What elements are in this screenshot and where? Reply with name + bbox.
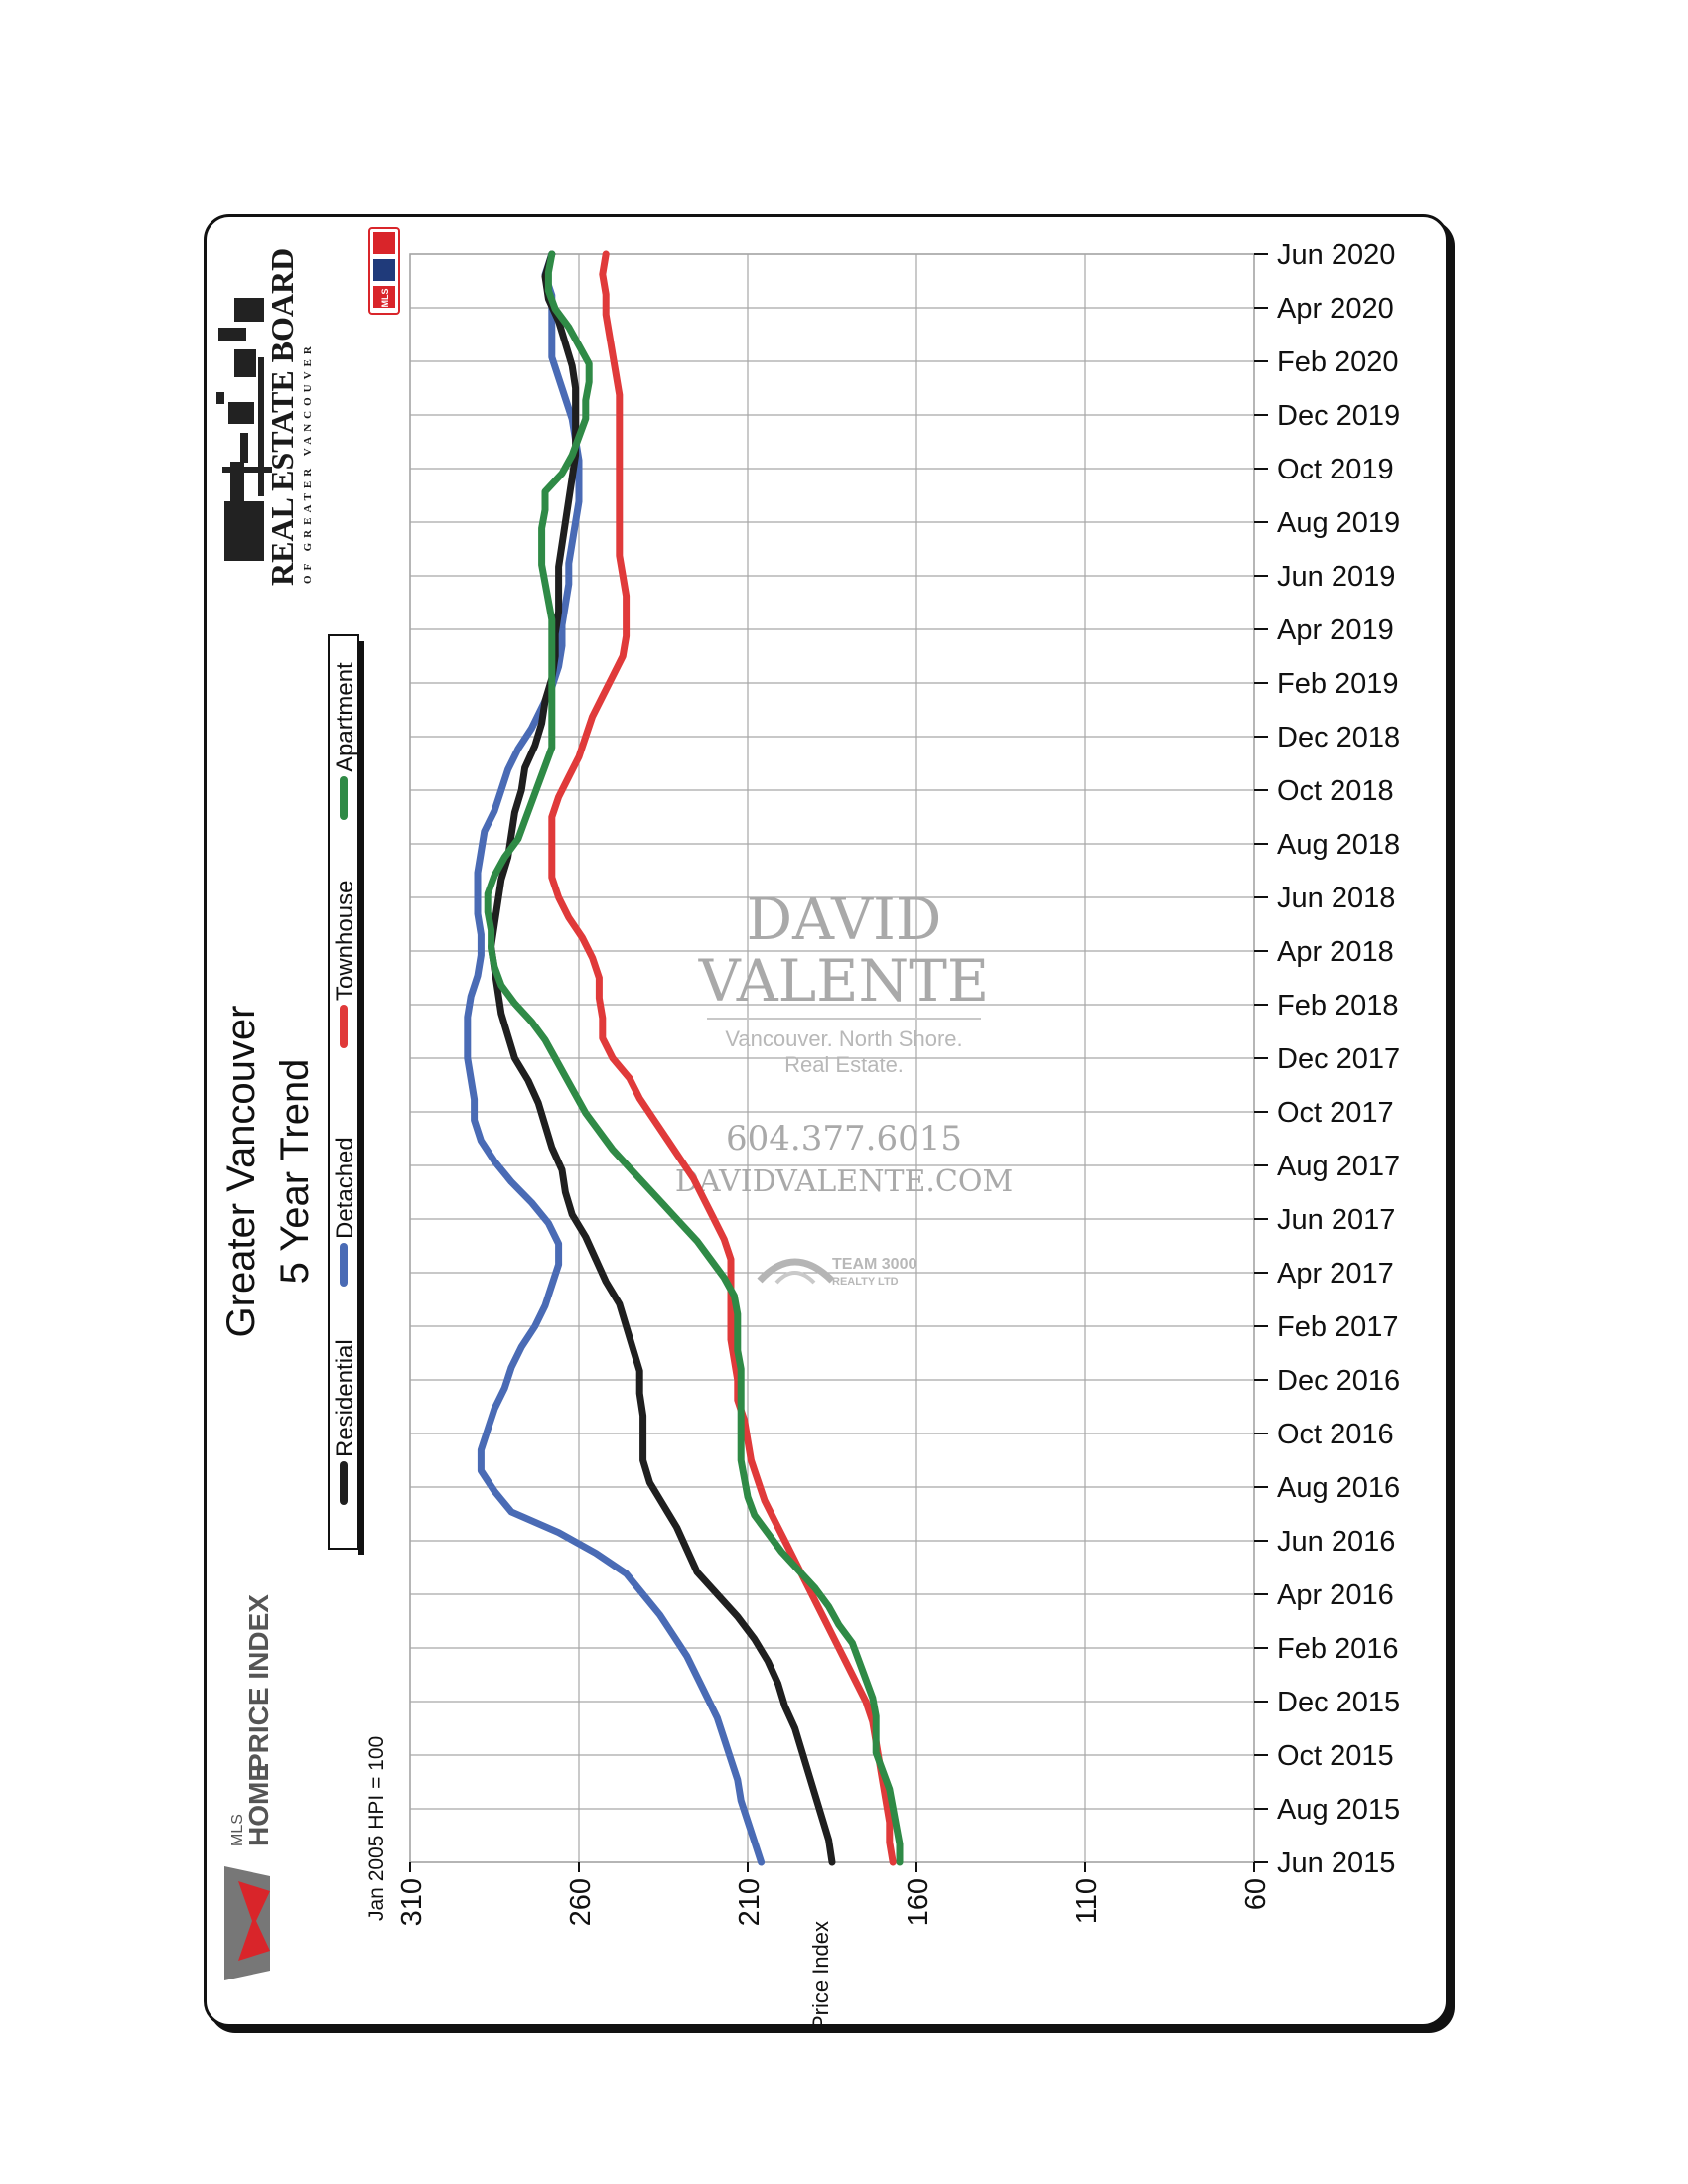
mls-hpi-logo: MLS HOME PRICE INDEX [224,1594,274,1980]
hpi-mls-label: MLS [229,1814,246,1846]
series-line-townhouse [548,250,897,1866]
chart-card [204,214,1449,2027]
y-axis-label-price: Price Index [808,1921,833,2030]
date-tick-label: Apr 2019 [1277,614,1394,646]
hpi-home-label: HOME [243,1763,274,1846]
date-tick-label: Jun 2019 [1277,561,1395,593]
series-line-residential [488,250,836,1866]
series-line-apartment [484,250,904,1866]
date-tick-label: Dec 2017 [1277,1043,1400,1075]
watermark-phone: 604.377.6015 [726,1119,962,1159]
series-lines [464,250,904,1866]
date-tick-label: Dec 2016 [1277,1365,1400,1397]
date-tick-label: Feb 2020 [1277,346,1399,378]
rebgv-subtitle: OF GREATER VANCOUVER [302,341,314,584]
hpi-baseline-note: Jan 2005 HPI = 100 [365,1736,388,1921]
date-tick-label: Dec 2015 [1277,1687,1400,1718]
legend-label-apartment: Apartment [332,662,358,772]
team-logo-line-1: TEAM 3000 [832,1256,916,1273]
date-tick-label: Oct 2016 [1277,1419,1394,1450]
date-tick-label: Oct 2018 [1277,775,1394,807]
date-tick-label: Feb 2016 [1277,1633,1399,1665]
date-tick-label: Aug 2019 [1277,507,1400,539]
date-tick-label: Dec 2019 [1277,400,1400,432]
value-tick-label: 110 [1071,1878,1103,1924]
team-logo-line-2: REALTY LTD [832,1276,899,1288]
mls-logo-icon: MLS [368,227,400,315]
title-line-1: Greater Vancouver [219,1006,263,1338]
value-tick-label: 210 [734,1878,766,1926]
team-3000-logo: TEAM 3000 REALTY LTD [757,1256,916,1288]
date-tick-label: Jun 2017 [1277,1204,1395,1236]
date-tick-label: Aug 2018 [1277,829,1400,861]
hpi-price-index-label: PRICE INDEX [243,1594,274,1772]
value-tick-label: 310 [396,1878,428,1926]
date-tick-label: Jun 2016 [1277,1526,1395,1558]
date-tick-label: Oct 2015 [1277,1740,1394,1772]
date-tick-label: Apr 2018 [1277,936,1394,968]
title-line-2: 5 Year Trend [273,1059,317,1285]
date-tick-label: Apr 2016 [1277,1579,1394,1611]
hpi-logo-icon [224,1866,270,1980]
date-tick-label: Feb 2018 [1277,990,1399,1022]
y-axis-ticks: 310 260 210 160 110 60 [396,1862,1272,1926]
watermark: DAVID VALENTE Vancouver. North Shore. Re… [675,886,1013,1288]
watermark-tagline-1: Vancouver. North Shore. [725,1026,962,1051]
value-tick-label: 60 [1240,1878,1272,1910]
series-line-detached [464,250,766,1866]
date-tick-label: Feb 2019 [1277,668,1399,700]
legend-label-detached: Detached [332,1137,358,1239]
value-tick-label: 160 [903,1878,934,1926]
date-tick-label: Apr 2020 [1277,293,1394,325]
rebgv-logo: REAL ESTATE BOARD OF GREATER VANCOUVER [216,248,314,586]
watermark-website: DAVIDVALENTE.COM [675,1164,1013,1199]
watermark-name-2: VALENTE [698,947,989,1015]
date-tick-label: Oct 2017 [1277,1097,1394,1129]
rebgv-title: REAL ESTATE BOARD [264,248,300,586]
date-tick-label: Aug 2017 [1277,1151,1400,1182]
watermark-tagline-2: Real Estate. [784,1052,904,1077]
date-tick-label: Dec 2018 [1277,722,1400,753]
legend-label-residential: Residential [332,1339,358,1457]
date-tick-label: Jun 2018 [1277,883,1395,914]
legend-label-townhouse: Townhouse [332,881,358,1001]
value-tick-label: 260 [565,1878,597,1926]
y-axis-label: Price Index [808,1921,833,2030]
date-tick-label: Oct 2019 [1277,454,1394,485]
date-tick-label: Apr 2017 [1277,1258,1394,1290]
x-axis-ticks: Jun 2015 Aug 2015 Oct 2015 Dec 2015 Feb 2016… [1254,239,1400,1879]
skyline-icon [216,298,272,561]
chart-title: Greater Vancouver 5 Year Trend [219,1006,317,1338]
date-tick-label: Jun 2020 [1277,239,1395,271]
date-tick-label: Feb 2017 [1277,1311,1399,1343]
date-tick-label: Aug 2015 [1277,1794,1400,1826]
date-tick-label: Jun 2015 [1277,1847,1395,1879]
legend: Residential Detached Townhouse Apartment [328,634,364,1555]
date-tick-label: Aug 2016 [1277,1472,1400,1504]
watermark-name-1: DAVID [747,886,942,953]
mls-logo-text: MLS [380,289,390,308]
